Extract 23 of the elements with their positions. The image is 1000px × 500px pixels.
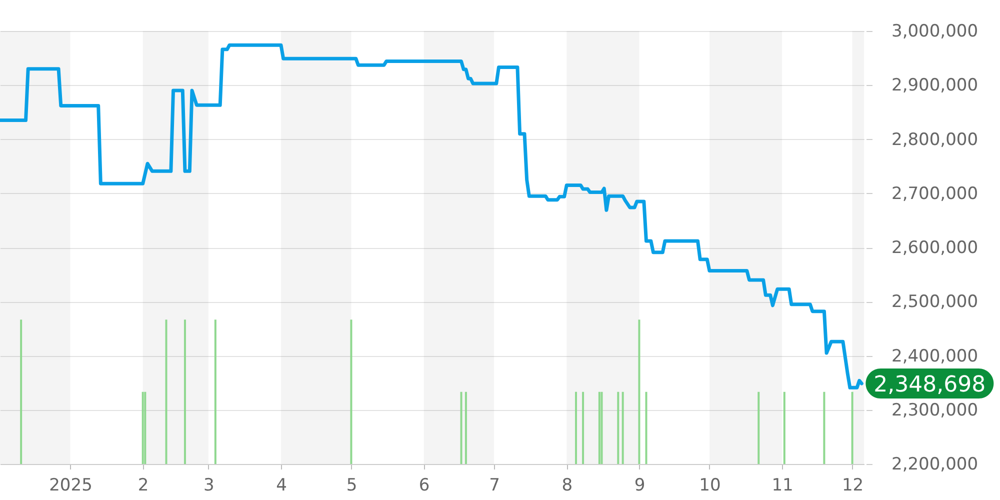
line-series — [0, 43, 864, 390]
x-tick-label: 3 — [203, 476, 214, 496]
x-tick-label: 2025 — [49, 476, 92, 496]
y-tick-label: 2,500,000 — [892, 292, 978, 312]
y-tick-label: 2,700,000 — [892, 184, 978, 204]
x-tick-label: 5 — [346, 476, 358, 496]
x-tick-label: 4 — [276, 476, 287, 496]
y-tick-label: 2,300,000 — [892, 400, 978, 420]
x-tick-label: 2 — [138, 476, 149, 496]
y-tick-label: 2,600,000 — [892, 238, 978, 258]
x-tick-label: 12 — [842, 476, 864, 496]
y-tick-label: 2,800,000 — [892, 130, 978, 150]
y-tick-label: 2,400,000 — [892, 346, 978, 366]
x-tick-label: 9 — [634, 476, 646, 496]
y-tick-label: 2,200,000 — [892, 454, 978, 474]
x-tick-label: 8 — [562, 476, 573, 496]
y-tick-label: 3,000,000 — [892, 22, 978, 42]
x-tick-label: 10 — [699, 476, 721, 496]
x-tick-label: 11 — [772, 476, 794, 496]
x-tick-label: 6 — [418, 476, 430, 496]
annotation: 2,348,698 — [874, 372, 986, 398]
y-tick-label: 2,900,000 — [892, 76, 978, 96]
x-tick-label: 7 — [489, 476, 500, 496]
